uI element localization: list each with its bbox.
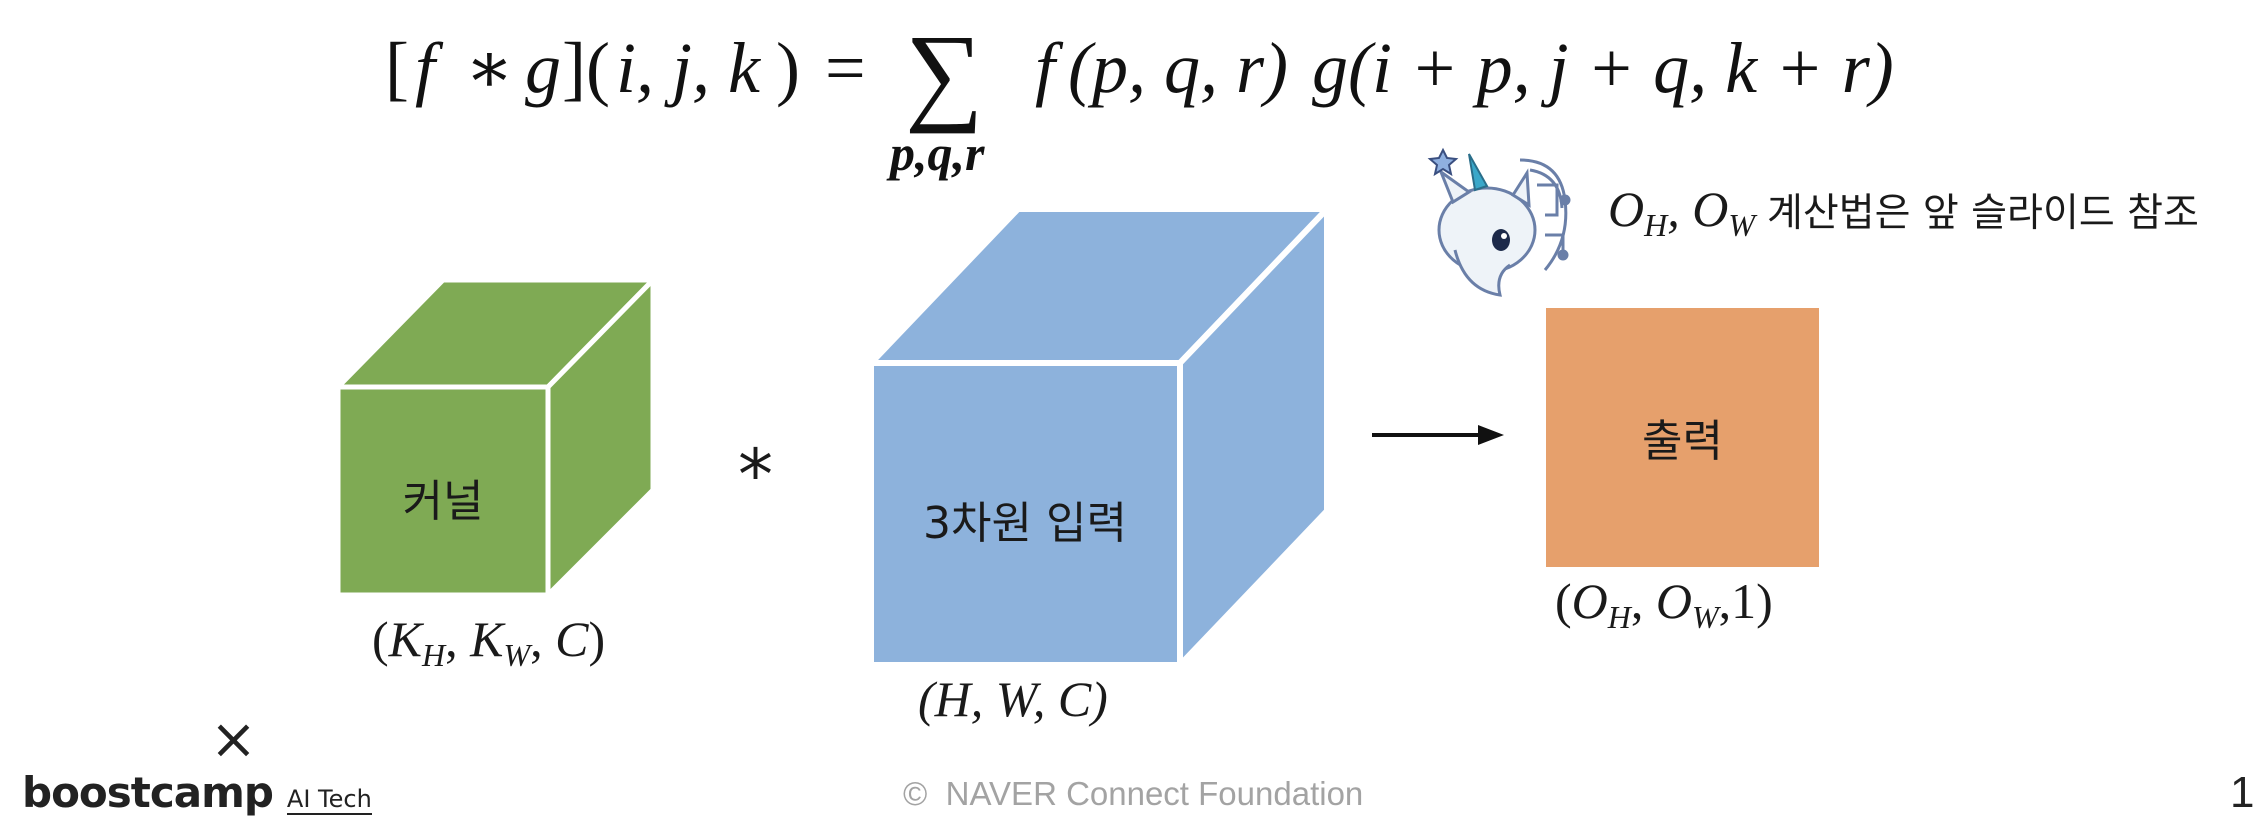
- note-comma: ,: [1667, 181, 1693, 237]
- input-cube-front: [868, 360, 1183, 668]
- convolution-formula: [ f ∗ g ]( i, j, k ) = ∑ p,q,r f (p, q, …: [385, 12, 1894, 181]
- kernel-dims-sub-W: W: [503, 637, 531, 673]
- logo-main-text: boostcamp: [22, 768, 274, 817]
- output-dims-sub-H: H: [1607, 599, 1631, 635]
- logo-cross-icon: ×: [210, 707, 257, 772]
- output-dims-O-2: O: [1655, 573, 1692, 629]
- formula-rhs-g: g: [1312, 28, 1348, 108]
- unicorn-mascot-icon: [1427, 147, 1571, 297]
- input-cube: [868, 206, 1330, 668]
- formula-rhs-f-args: (p, q, r): [1068, 28, 1288, 108]
- output-square-fill: [1546, 308, 1819, 567]
- note-sub-H: H: [1644, 207, 1668, 243]
- input-dims: (H, W, C): [918, 671, 1108, 727]
- formula-rhs-g-args: (i + p, j + q, k + r): [1348, 28, 1894, 108]
- output-dims-O: O: [1571, 573, 1608, 629]
- kernel-dims-K: K: [388, 611, 423, 667]
- copyright-text: © NAVER Connect Foundation: [903, 775, 1364, 812]
- note-O-symbol-2: O: [1692, 181, 1729, 237]
- formula-star: ∗: [465, 28, 514, 108]
- note-sub-W: W: [1728, 207, 1755, 243]
- kernel-label: 커널: [402, 476, 484, 527]
- formula-g: g: [525, 28, 561, 108]
- note-O-symbol: O: [1608, 181, 1645, 237]
- output-dims-tail: 1: [1731, 573, 1757, 629]
- kernel-dims-sub-H: H: [422, 637, 446, 673]
- formula-f: f: [415, 28, 444, 108]
- formula-bracket-close: ](: [562, 28, 610, 108]
- output-square: 출력: [1546, 308, 1819, 567]
- kernel-dims-open: (: [372, 611, 389, 667]
- right-arrow-icon: [1372, 425, 1504, 445]
- formula-rhs-f: f: [1035, 28, 1064, 108]
- convolution-operator: *: [738, 434, 773, 516]
- page-number: 1: [2230, 768, 2255, 817]
- kernel-dims-K-2: K: [470, 611, 504, 667]
- kernel-cube-front: [335, 384, 551, 598]
- sum-subscript: p,q,r: [886, 125, 985, 181]
- formula-bracket-open: [: [385, 28, 409, 108]
- logo-sub-text: AI Tech: [286, 785, 372, 815]
- output-label: 출력: [1642, 416, 1723, 467]
- formula-lhs-args: i, j, k: [616, 28, 762, 108]
- boostcamp-logo: boostcamp AI Tech: [22, 768, 372, 817]
- formula-equals: =: [825, 28, 866, 108]
- sum-symbol: ∑: [905, 12, 983, 134]
- note-text: 계산법은 앞 슬라이드 참조: [1766, 191, 2199, 236]
- kernel-dims-C: C: [555, 611, 589, 667]
- kernel-dims-close: ): [588, 611, 606, 667]
- input-label: 3차원 입력: [923, 498, 1127, 549]
- output-dims: (O H, O W, 1): [1555, 573, 1773, 635]
- kernel-cube: [335, 275, 655, 600]
- formula-lhs-end: ): [776, 28, 800, 108]
- output-dims-sub-W: W: [1691, 599, 1719, 635]
